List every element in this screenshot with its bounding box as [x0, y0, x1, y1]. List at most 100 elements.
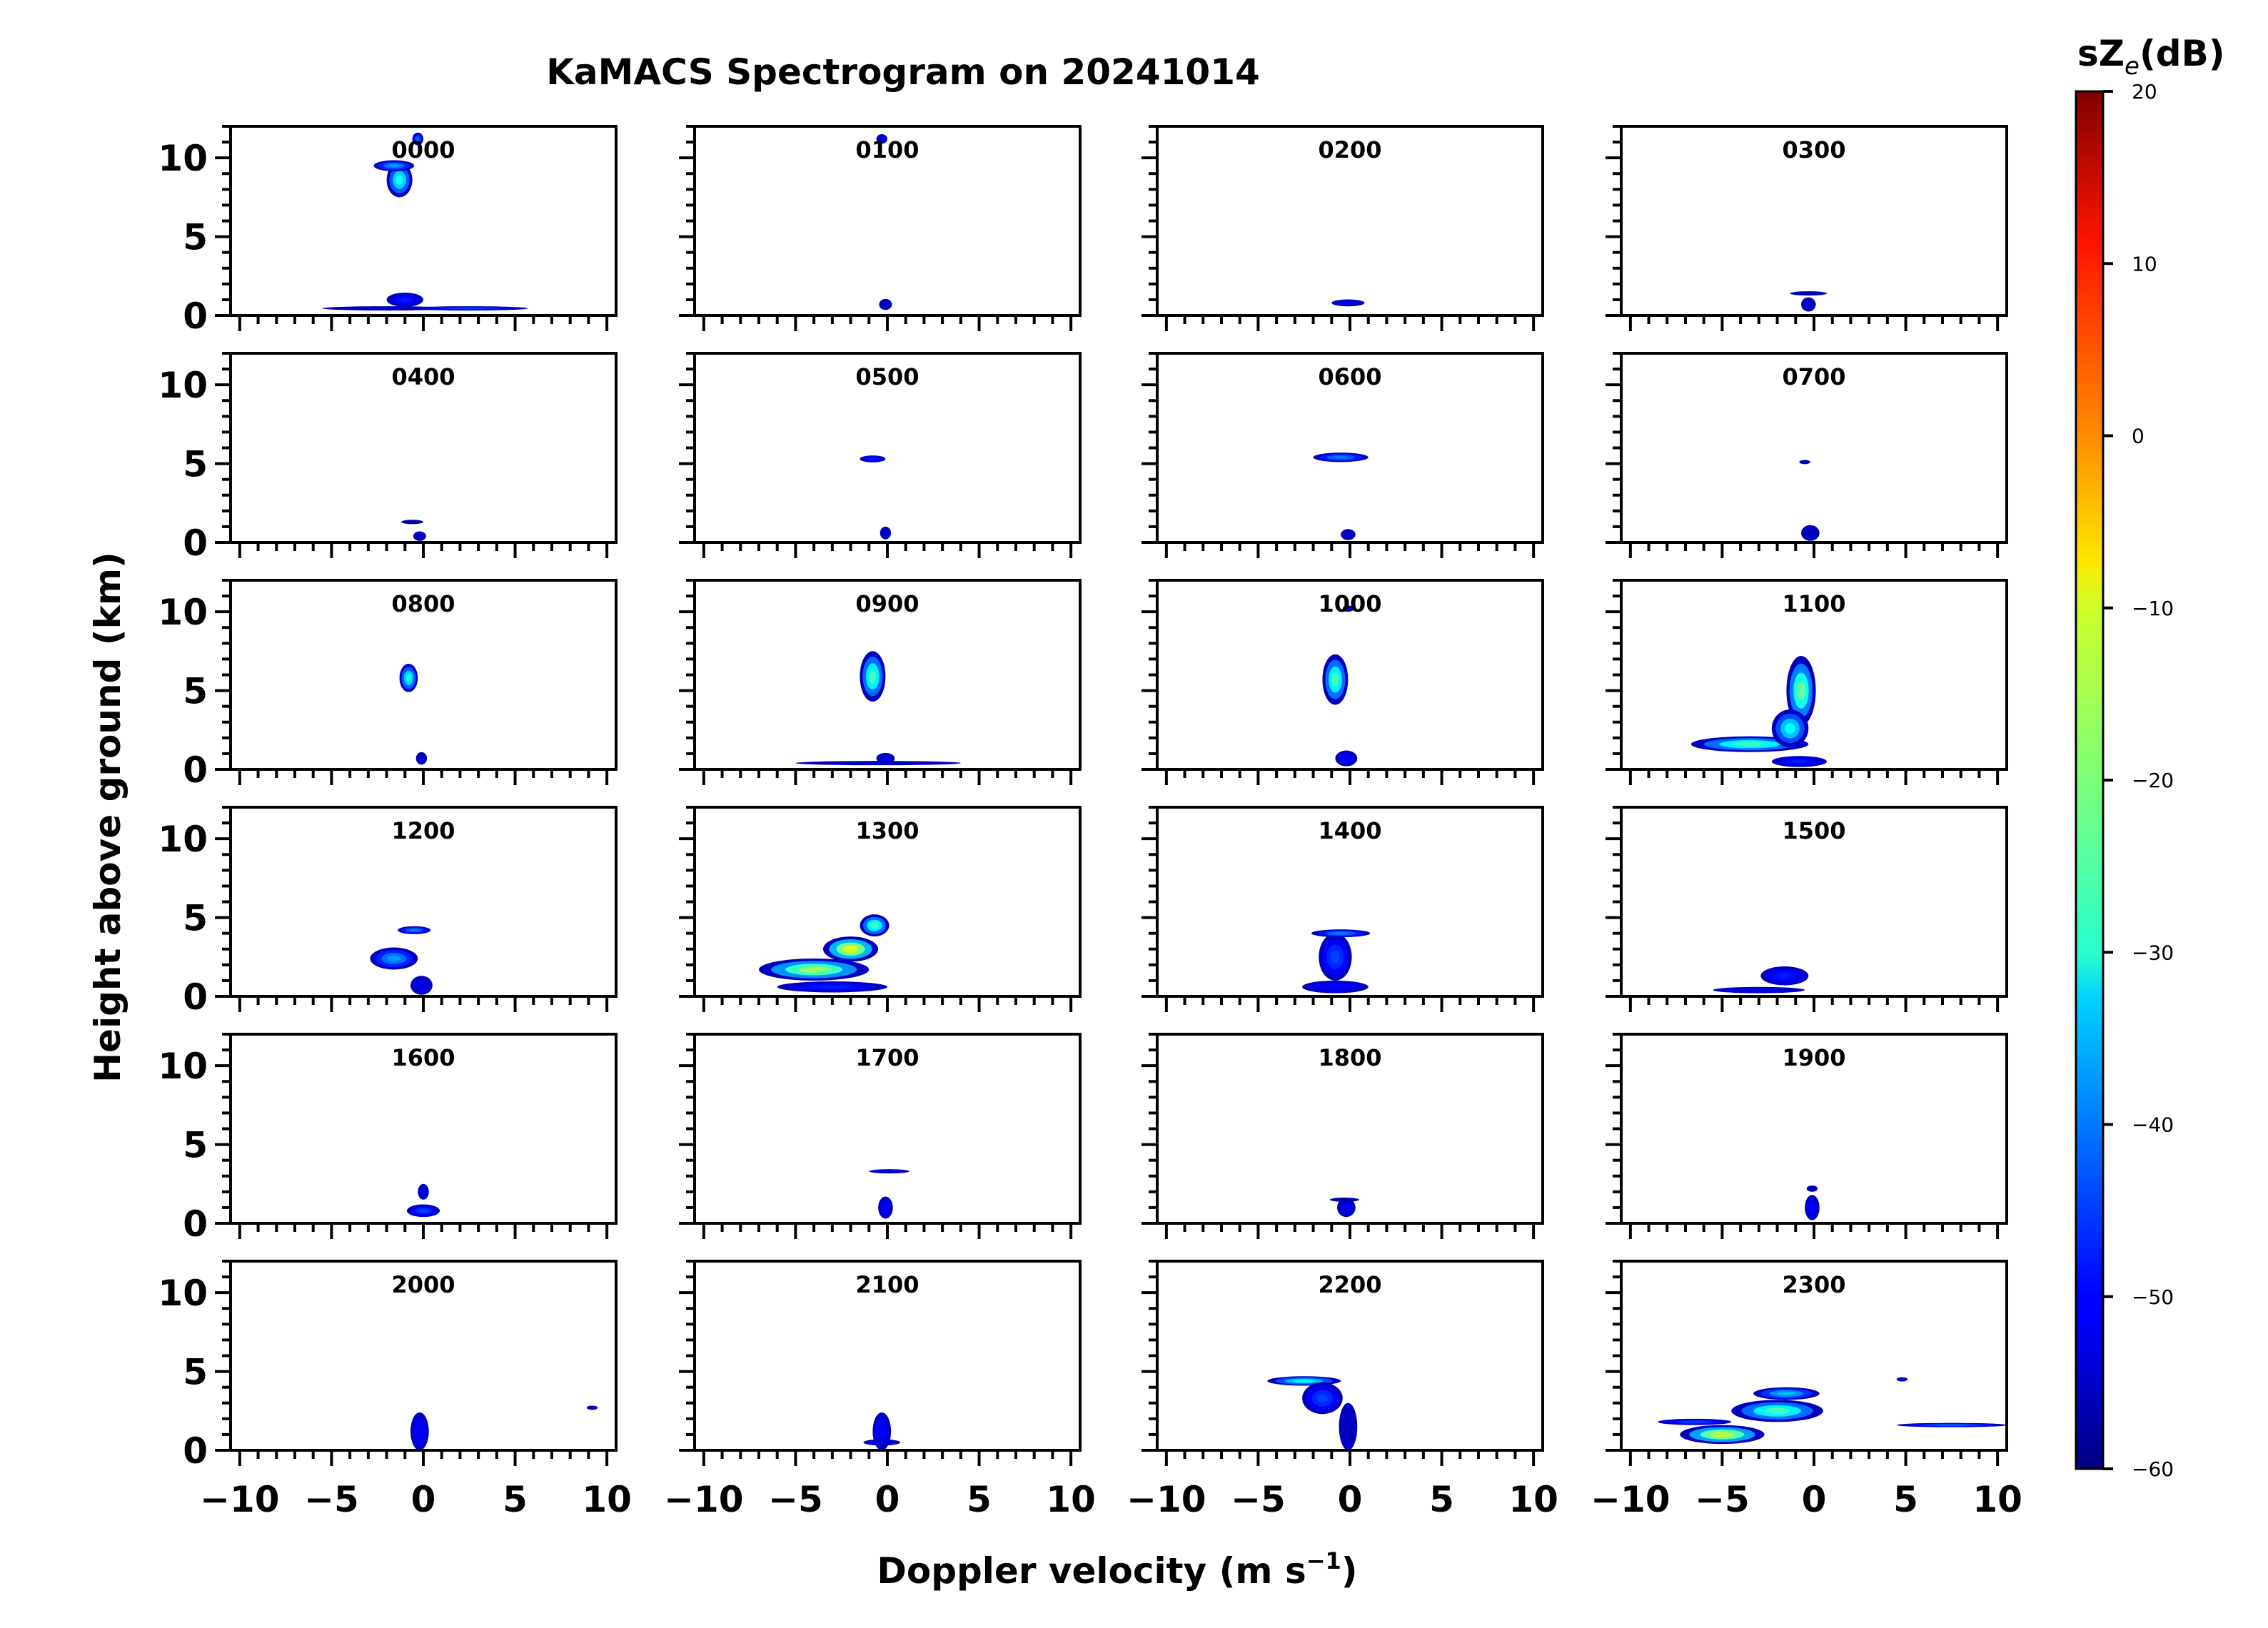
- spectral-feature: [777, 981, 888, 993]
- spectral-feature-layer: [880, 137, 884, 141]
- panel-data: [759, 914, 889, 993]
- spectral-feature-layer: [1764, 1407, 1790, 1415]
- panel-time-label: 0300: [1782, 136, 1845, 163]
- panel-0900: 0900: [679, 579, 1082, 785]
- spectral-feature: [1801, 525, 1820, 541]
- spectral-feature-layer: [1294, 1379, 1315, 1382]
- spectral-feature: [1341, 529, 1356, 540]
- spectral-feature: [373, 160, 415, 171]
- y-tick-label: 5: [183, 444, 208, 485]
- x-tick-label: −10: [664, 1479, 743, 1520]
- panel-time-label: 1600: [391, 1044, 455, 1071]
- spectral-feature: [399, 664, 418, 692]
- spectral-feature-layer: [884, 531, 887, 535]
- spectral-feature: [1337, 1198, 1356, 1218]
- panel-time-label: 0800: [391, 590, 455, 617]
- spectral-feature: [1806, 1185, 1818, 1192]
- x-tick-label: 5: [1429, 1479, 1454, 1520]
- panel-data: [410, 1405, 598, 1450]
- y-tick-label: 5: [183, 671, 208, 712]
- spectral-feature: [860, 651, 886, 702]
- panel-1100: 1100: [1606, 579, 2008, 785]
- spectral-feature-layer: [409, 929, 419, 931]
- spectral-feature: [1302, 980, 1369, 994]
- spectral-feature-layer: [453, 308, 486, 309]
- panel-data: [876, 134, 892, 310]
- spectral-feature-layer: [1333, 455, 1349, 459]
- spectral-feature-layer: [1345, 1420, 1351, 1434]
- colorbar-tick-label: 10: [2132, 252, 2157, 275]
- panel-0600: 0600: [1141, 352, 1544, 558]
- panel-2300: 2300 −10 −5 0 5 10: [1591, 1260, 2022, 1520]
- spectral-feature-layer: [870, 922, 879, 929]
- x-tick-label: 5: [1893, 1479, 1918, 1520]
- spectral-feature-layer: [418, 1208, 428, 1213]
- colorbar-bar: [2075, 90, 2105, 1470]
- spectral-feature-layer: [590, 1407, 594, 1409]
- spectral-feature: [1335, 750, 1358, 767]
- y-tick-label: 0: [183, 295, 208, 337]
- spectral-feature: [795, 761, 961, 766]
- spectral-feature-layer: [421, 1189, 425, 1194]
- spectral-feature: [823, 936, 879, 962]
- spectral-feature: [869, 1169, 909, 1174]
- panel-time-label: 0500: [855, 363, 919, 390]
- spectral-feature: [1786, 656, 1816, 726]
- spectral-feature: [1896, 1422, 2007, 1427]
- panel-1000: 1000: [1141, 579, 1544, 785]
- spectral-feature: [410, 976, 433, 995]
- panel-data: [370, 926, 433, 995]
- x-tick-label: 0: [1802, 1479, 1827, 1520]
- spectral-feature: [1760, 966, 1809, 986]
- colorbar: sZe(dB) 20 10 0 −10 −20 −30 −40 −50 −60: [2075, 33, 2225, 1481]
- panel-data: [1329, 1197, 1359, 1218]
- panel-0200: 0200: [1141, 125, 1544, 331]
- panel-0500: 0500: [679, 352, 1082, 558]
- panel-data: [1313, 452, 1369, 540]
- spectral-feature-layer: [1343, 301, 1353, 304]
- spectral-feature-layer: [1710, 1432, 1734, 1437]
- spectral-feature: [759, 959, 870, 981]
- colorbar-tick-label: −30: [2132, 941, 2174, 964]
- spectral-feature-layer: [1316, 1393, 1329, 1403]
- y-tick-label: 0: [183, 749, 208, 791]
- x-axis-label: Doppler velocity (m s−1): [877, 1547, 1357, 1592]
- spectral-feature-layer: [388, 164, 400, 168]
- spectral-feature-layer: [1346, 532, 1351, 537]
- panel-data: [1805, 1185, 1820, 1220]
- spectral-feature: [860, 914, 889, 937]
- panel-time-label: 1700: [855, 1044, 919, 1071]
- panel-data: [1658, 1377, 2007, 1445]
- y-tick-label: 5: [183, 1352, 208, 1393]
- y-tick-label: 0: [183, 1203, 208, 1245]
- spectral-feature-layer: [869, 669, 877, 684]
- spectral-feature: [1319, 933, 1352, 981]
- spectral-feature-layer: [417, 1426, 423, 1437]
- panel-time-label: 0900: [855, 590, 919, 617]
- x-tick-label: −5: [1231, 1479, 1286, 1520]
- panel-2000: 2000 0 5 10 −10 −5 0 5 10: [158, 1260, 632, 1520]
- spectral-feature-layer: [869, 457, 877, 460]
- spectral-feature: [1342, 605, 1354, 612]
- spectral-feature-layer: [1797, 680, 1805, 701]
- y-tick-label: 0: [183, 522, 208, 564]
- panel-data: [1799, 460, 1820, 541]
- spectral-feature: [1731, 1400, 1823, 1422]
- y-tick-label: 10: [158, 365, 208, 406]
- panel-time-label: 1400: [1318, 817, 1381, 844]
- y-axis-label: Height above ground (km): [87, 552, 128, 1083]
- panel-0400: 0400 0 5 10: [158, 352, 618, 564]
- spectral-feature: [880, 526, 892, 540]
- y-tick-label: 10: [158, 592, 208, 633]
- spectral-feature-layer: [418, 982, 425, 989]
- panel-time-label: 1200: [391, 817, 455, 844]
- spectral-feature: [860, 455, 886, 462]
- panel-time-label: 0400: [391, 363, 455, 390]
- x-tick-label: −10: [1127, 1479, 1206, 1520]
- spectral-feature: [386, 162, 413, 198]
- spectral-feature-layer: [1343, 756, 1350, 761]
- panel-time-label: 1500: [1782, 817, 1845, 844]
- spectral-feature-layer: [817, 985, 848, 989]
